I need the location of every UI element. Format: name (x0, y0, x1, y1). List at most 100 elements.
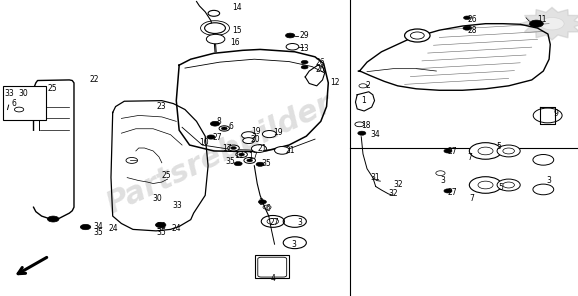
Text: 29: 29 (299, 31, 309, 40)
Circle shape (231, 147, 236, 149)
Text: 21: 21 (257, 144, 266, 153)
Text: 25: 25 (47, 84, 57, 93)
Text: 21: 21 (286, 146, 295, 155)
Text: 10: 10 (199, 138, 209, 147)
Circle shape (228, 145, 239, 151)
Circle shape (301, 65, 308, 69)
Text: 30: 30 (18, 89, 28, 98)
Circle shape (251, 145, 266, 152)
Text: 26: 26 (316, 58, 325, 67)
Circle shape (469, 143, 502, 159)
Circle shape (463, 26, 471, 30)
Text: 28: 28 (467, 26, 476, 35)
Circle shape (155, 222, 166, 228)
Text: 3: 3 (546, 176, 551, 185)
Text: 27: 27 (448, 147, 458, 156)
Circle shape (533, 155, 554, 165)
FancyBboxPatch shape (255, 255, 289, 278)
Circle shape (206, 34, 225, 44)
Text: 32: 32 (393, 180, 403, 189)
Text: 2: 2 (365, 81, 370, 90)
Text: 27: 27 (270, 218, 280, 227)
Text: 34: 34 (156, 222, 166, 231)
Circle shape (405, 29, 430, 42)
Circle shape (207, 135, 215, 139)
Circle shape (444, 189, 452, 193)
Text: 24: 24 (109, 224, 118, 233)
Text: 35: 35 (94, 228, 103, 237)
Text: 6: 6 (266, 204, 271, 213)
Text: 6: 6 (12, 99, 16, 108)
Text: 3: 3 (440, 176, 445, 185)
Circle shape (410, 32, 424, 39)
Text: 17: 17 (249, 152, 258, 161)
Circle shape (497, 145, 520, 157)
Circle shape (529, 20, 543, 27)
Circle shape (80, 224, 91, 230)
Circle shape (47, 216, 59, 222)
Circle shape (275, 147, 290, 154)
Text: 8: 8 (216, 117, 221, 126)
Text: 17: 17 (222, 144, 232, 152)
Text: 13: 13 (299, 44, 309, 53)
Circle shape (497, 179, 520, 191)
Circle shape (540, 17, 564, 30)
Text: 6: 6 (229, 122, 234, 131)
Circle shape (358, 131, 366, 135)
FancyBboxPatch shape (258, 257, 287, 277)
Text: 16: 16 (231, 38, 240, 46)
Circle shape (301, 60, 308, 64)
Circle shape (262, 131, 276, 138)
Text: 34: 34 (370, 130, 380, 139)
Text: 3: 3 (292, 240, 297, 249)
Text: 35: 35 (156, 228, 166, 237)
Text: 4: 4 (271, 274, 275, 283)
Polygon shape (520, 7, 578, 40)
Text: 33: 33 (5, 89, 14, 98)
Text: 12: 12 (331, 78, 340, 87)
Text: 26: 26 (316, 65, 325, 74)
Text: 32: 32 (388, 189, 398, 198)
Text: 19: 19 (273, 128, 283, 137)
Text: 18: 18 (361, 121, 370, 130)
Text: 15: 15 (232, 26, 242, 35)
Circle shape (210, 121, 220, 126)
Circle shape (258, 200, 266, 204)
Circle shape (533, 184, 554, 195)
Text: 27: 27 (448, 188, 458, 197)
Text: 25: 25 (162, 171, 172, 180)
Text: 19: 19 (251, 127, 261, 136)
Text: 27: 27 (213, 133, 223, 142)
Text: 31: 31 (370, 173, 380, 182)
Circle shape (244, 157, 255, 163)
Text: 8: 8 (259, 198, 264, 207)
Circle shape (464, 16, 470, 20)
Circle shape (208, 10, 220, 16)
Text: 5: 5 (496, 142, 501, 151)
Text: 22: 22 (90, 75, 99, 84)
FancyBboxPatch shape (3, 86, 46, 120)
Text: 7: 7 (467, 153, 472, 162)
Text: 3: 3 (297, 218, 302, 227)
Circle shape (469, 177, 502, 193)
Circle shape (205, 23, 225, 33)
Circle shape (286, 33, 295, 38)
Text: 35: 35 (261, 159, 271, 168)
Text: 34: 34 (94, 222, 103, 231)
Circle shape (239, 153, 244, 156)
Text: 20: 20 (251, 135, 261, 144)
Text: Partsrebuilder: Partsrebuilder (102, 89, 338, 219)
Text: 14: 14 (232, 3, 242, 12)
Text: 5: 5 (498, 183, 503, 192)
Circle shape (234, 162, 242, 166)
Circle shape (444, 149, 452, 153)
Text: 30: 30 (153, 194, 162, 203)
Circle shape (236, 152, 247, 157)
Circle shape (256, 162, 264, 166)
Text: 35: 35 (225, 157, 235, 166)
Text: 33: 33 (172, 201, 182, 210)
Text: 9: 9 (554, 110, 558, 118)
Text: 7: 7 (469, 194, 474, 203)
Text: 24: 24 (171, 224, 181, 233)
Circle shape (243, 138, 254, 144)
